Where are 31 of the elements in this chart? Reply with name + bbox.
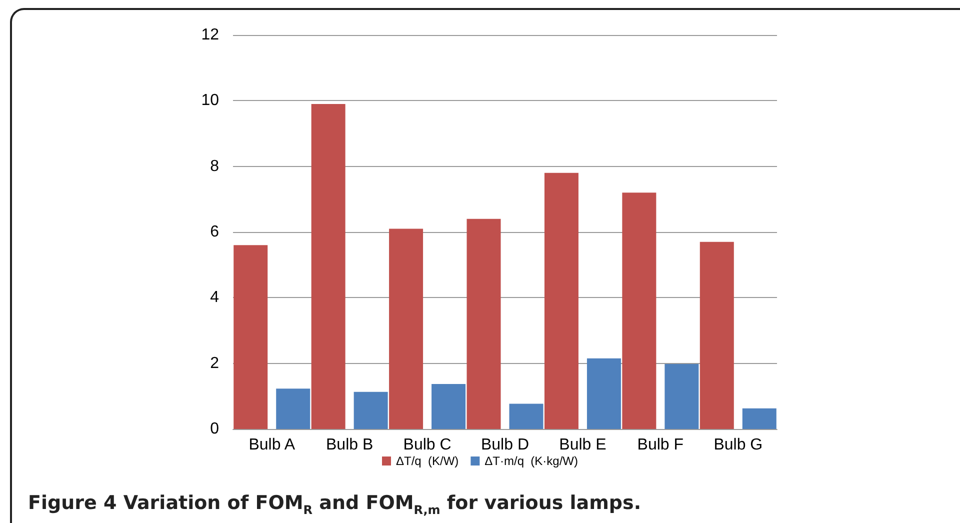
y-tick-label: 4 bbox=[210, 289, 220, 306]
bar bbox=[622, 192, 656, 429]
bar bbox=[466, 218, 501, 429]
x-tick-label: Bulb G bbox=[714, 436, 763, 454]
bar bbox=[700, 242, 734, 429]
y-tick-label: 2 bbox=[210, 354, 220, 372]
x-tick-label: Bulb D bbox=[480, 436, 530, 454]
bar bbox=[432, 384, 466, 429]
bar bbox=[586, 358, 621, 429]
bar bbox=[509, 404, 544, 429]
x-tick-label: Bulb A bbox=[248, 436, 296, 454]
bar bbox=[742, 408, 776, 429]
bar bbox=[389, 228, 424, 429]
bar bbox=[544, 172, 578, 429]
caption: Figure 4 Variation of FOM$_{R}$ and FOM$_{R,m}$ for various lamps. bbox=[28, 492, 642, 517]
y-tick-label: 6 bbox=[210, 224, 220, 240]
y-tick-label: 8 bbox=[210, 158, 220, 175]
x-tick-label: Bulb F bbox=[637, 436, 684, 454]
bar bbox=[276, 388, 310, 429]
bar bbox=[311, 104, 346, 429]
y-tick-label: 12 bbox=[201, 26, 220, 44]
x-tick-label: Bulb C bbox=[403, 436, 452, 454]
y-tick-label: 10 bbox=[201, 92, 220, 110]
bar bbox=[354, 392, 388, 429]
x-tick-label: Bulb E bbox=[559, 436, 606, 454]
y-tick-label: 0 bbox=[210, 420, 220, 438]
legend-label: ΔT·m/q (K·kg/W) bbox=[484, 454, 578, 468]
bar bbox=[234, 245, 268, 429]
legend-label: ΔT/q (K/W) bbox=[396, 454, 459, 468]
x-tick-label: Bulb B bbox=[326, 436, 374, 454]
bar bbox=[664, 364, 699, 429]
